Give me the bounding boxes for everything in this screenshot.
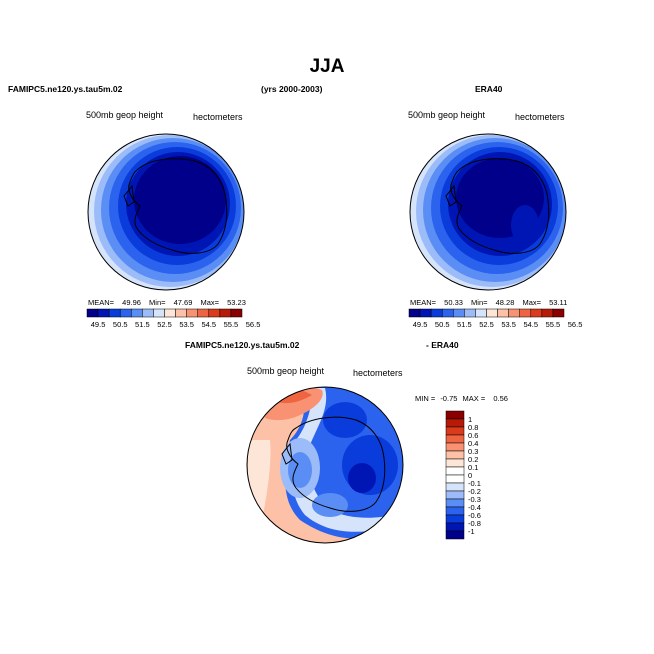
diff-colorbar-tick-label: 0 bbox=[468, 471, 472, 480]
right-colorbar-tick-label: 56.5 bbox=[568, 320, 583, 329]
left-max-label: Max= bbox=[200, 298, 220, 307]
diff-colorbar-swatch bbox=[445, 426, 465, 436]
diff-colorbar-tick-label: 0.1 bbox=[468, 463, 478, 472]
diff-variable-label: 500mb geop height bbox=[247, 366, 325, 376]
right-units-label: hectometers bbox=[515, 112, 565, 122]
right-mean-value: 50.33 bbox=[444, 298, 463, 307]
diff-colorbar-tick-label: 0.8 bbox=[468, 423, 478, 432]
diff-minus-label: - ERA40 bbox=[426, 340, 459, 350]
left-colorbar: 49.5 50.5 51.5 52.5 53.5 54.5 55.5 56.5 bbox=[86, 308, 260, 329]
diff-colorbar-swatch bbox=[445, 498, 465, 508]
left-colorbar-swatch bbox=[230, 308, 243, 318]
diff-colorbar-swatch bbox=[445, 506, 465, 516]
right-colorbar-swatch bbox=[552, 308, 565, 318]
left-case-name: FAMIPC5.ne120.ys.tau5m.02 bbox=[8, 84, 123, 94]
diff-colorbar-swatch bbox=[445, 418, 465, 428]
right-case-name: ERA40 bbox=[475, 84, 503, 94]
diff-colorbar-tick-label: -0.1 bbox=[468, 479, 481, 488]
diff-colorbar-swatch bbox=[445, 442, 465, 452]
left-variable-label: 500mb geop height bbox=[86, 110, 164, 120]
diff-colorbar-tick-label: 0.6 bbox=[468, 431, 478, 440]
right-colorbar-tick-label: 50.5 bbox=[435, 320, 450, 329]
right-colorbar: 49.5 50.5 51.5 52.5 53.5 54.5 55.5 56.5 bbox=[408, 308, 582, 329]
diff-colorbar-swatch bbox=[445, 450, 465, 460]
right-max-value: 53.11 bbox=[549, 298, 568, 307]
diff-case-name: FAMIPC5.ne120.ys.tau5m.02 bbox=[185, 340, 300, 350]
right-colorbar-tick-label: 54.5 bbox=[523, 320, 538, 329]
right-min-value: 48.28 bbox=[495, 298, 515, 307]
diff-colorbar-tick-label: 0.2 bbox=[468, 455, 478, 464]
diff-colorbar: 10.80.60.40.30.20.10-0.1-0.2-0.3-0.4-0.6… bbox=[445, 410, 481, 540]
page-title: JJA bbox=[309, 56, 345, 77]
left-colorbar-tick-label: 52.5 bbox=[157, 320, 172, 329]
left-mean-label: MEAN= bbox=[88, 298, 115, 307]
diff-colorbar-tick-label: -0.3 bbox=[468, 495, 481, 504]
diff-colorbar-tick-label: 0.3 bbox=[468, 447, 478, 456]
left-colorbar-tick-label: 56.5 bbox=[246, 320, 261, 329]
right-colorbar-tick-label: 52.5 bbox=[479, 320, 494, 329]
diff-colorbar-tick-label: -0.4 bbox=[468, 503, 481, 512]
diff-colorbar-swatch bbox=[445, 490, 465, 500]
diff-colorbar-tick-label: -0.2 bbox=[468, 487, 481, 496]
left-max-value: 53.23 bbox=[227, 298, 246, 307]
diff-colorbar-tick-label: 0.4 bbox=[468, 439, 478, 448]
left-units-label: hectometers bbox=[193, 112, 243, 122]
diff-min-value: -0.75 bbox=[440, 394, 458, 403]
right-max-label: Max= bbox=[522, 298, 542, 307]
left-stats: MEAN= 49.96 Min= 47.69 Max= 53.23 bbox=[88, 298, 246, 307]
diff-max-value: 0.56 bbox=[493, 394, 508, 403]
diff-units-label: hectometers bbox=[353, 368, 403, 378]
diff-colorbar-swatch bbox=[445, 530, 465, 540]
left-colorbar-tick-label: 50.5 bbox=[113, 320, 128, 329]
left-colorbar-tick-label: 54.5 bbox=[201, 320, 216, 329]
diff-colorbar-swatch bbox=[445, 474, 465, 484]
right-variable-label: 500mb geop height bbox=[408, 110, 486, 120]
right-stats: MEAN= 50.33 Min= 48.28 Max= 53.11 bbox=[410, 298, 567, 307]
right-colorbar-tick-label: 49.5 bbox=[413, 320, 428, 329]
right-colorbar-tick-label: 55.5 bbox=[546, 320, 561, 329]
years-label: (yrs 2000-2003) bbox=[261, 84, 323, 94]
right-colorbar-tick-label: 53.5 bbox=[501, 320, 516, 329]
diff-colorbar-tick-label: 1 bbox=[468, 415, 472, 424]
left-colorbar-tick-label: 53.5 bbox=[179, 320, 194, 329]
diff-colorbar-swatch bbox=[445, 482, 465, 492]
diff-colorbar-tick-label: -0.6 bbox=[468, 511, 481, 520]
diff-colorbar-swatch bbox=[445, 514, 465, 524]
right-mean-label: MEAN= bbox=[410, 298, 437, 307]
diff-min-label: MIN = bbox=[415, 394, 436, 403]
diff-max-label: MAX = bbox=[462, 394, 486, 403]
left-colorbar-tick-label: 49.5 bbox=[91, 320, 106, 329]
diff-colorbar-swatch bbox=[445, 434, 465, 444]
diff-colorbar-swatch bbox=[445, 458, 465, 468]
left-mean-value: 49.96 bbox=[122, 298, 141, 307]
left-min-label: Min= bbox=[149, 298, 166, 307]
right-colorbar-tick-label: 51.5 bbox=[457, 320, 472, 329]
right-min-label: Min= bbox=[471, 298, 488, 307]
diff-stats: MIN = -0.75 MAX = 0.56 bbox=[415, 394, 508, 403]
left-colorbar-tick-label: 55.5 bbox=[224, 320, 239, 329]
diff-colorbar-swatch bbox=[445, 466, 465, 476]
diff-colorbar-swatch bbox=[445, 522, 465, 532]
left-min-value: 47.69 bbox=[173, 298, 193, 307]
left-colorbar-tick-label: 51.5 bbox=[135, 320, 150, 329]
diff-colorbar-tick-label: -1 bbox=[468, 527, 475, 536]
diff-colorbar-tick-label: -0.8 bbox=[468, 519, 481, 528]
diff-colorbar-swatch bbox=[445, 410, 465, 420]
